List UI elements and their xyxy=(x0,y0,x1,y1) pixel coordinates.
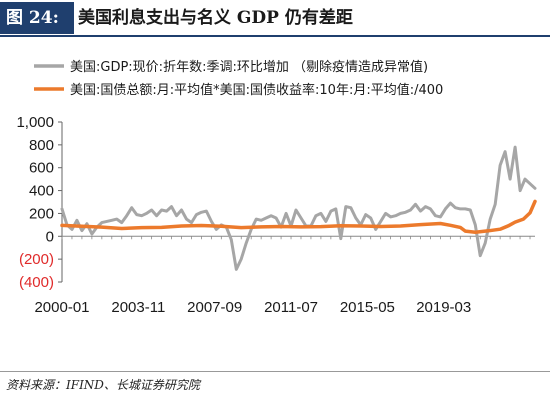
gdp-change-series-line xyxy=(60,145,537,271)
y-tick-label: 600 xyxy=(29,160,54,177)
legend-label: 美国:国债总额:月:平均值*美国:国债收益率:10年:月:平均值:/400 xyxy=(70,82,443,98)
x-axis: 2000-01 2003-11 2007-09 2011-07 2015-05 2019-… xyxy=(34,235,535,316)
x-tick-label: 2015-05 xyxy=(340,299,395,316)
legend: 美国:GDP:现价:折年数:季调:环比增加 （剔除疫情造成异常值) 美国:国债总额… xyxy=(34,59,443,98)
legend-item: 美国:GDP:现价:折年数:季调:环比增加 （剔除疫情造成异常值) xyxy=(34,59,428,75)
figure-title: 美国利息支出与名义 GDP 仍有差距 xyxy=(78,8,353,28)
x-tick-label: 2007-09 xyxy=(187,299,242,316)
y-tick-label: 400 xyxy=(29,183,54,200)
legend-label: 美国:GDP:现价:折年数:季调:环比增加 （剔除疫情造成异常值) xyxy=(70,59,428,75)
y-axis: 1,000 800 600 400 200 0 (200) (400) xyxy=(16,114,63,291)
source-divider xyxy=(0,371,550,372)
y-tick-label: 1,000 xyxy=(16,114,54,131)
y-tick-label: (200) xyxy=(19,251,54,268)
title-divider xyxy=(0,35,550,37)
line-chart: 美国:GDP:现价:折年数:季调:环比增加 （剔除疫情造成异常值) 美国:国债总额… xyxy=(16,59,537,316)
plot-series xyxy=(60,145,537,271)
x-tick-label: 2011-07 xyxy=(264,299,318,316)
legend-item: 美国:国债总额:月:平均值*美国:国债收益率:10年:月:平均值:/400 xyxy=(34,82,443,98)
source-note: 资料来源：IFIND、长城证券研究院 xyxy=(6,378,200,392)
figure-title-bar: 图 24: 美国利息支出与名义 GDP 仍有差距 xyxy=(0,0,550,37)
figure-label: 图 24: xyxy=(0,2,74,34)
y-tick-label: 800 xyxy=(29,137,54,154)
y-tick-label: 200 xyxy=(29,205,54,222)
x-tick-label: 2003-11 xyxy=(111,299,165,316)
interest-expense-series-line xyxy=(60,199,537,234)
y-tick-label: 0 xyxy=(46,228,54,245)
x-tick-label: 2019-03 xyxy=(416,299,471,316)
y-tick-label: (400) xyxy=(19,274,54,291)
x-tick-label: 2000-01 xyxy=(34,299,89,316)
